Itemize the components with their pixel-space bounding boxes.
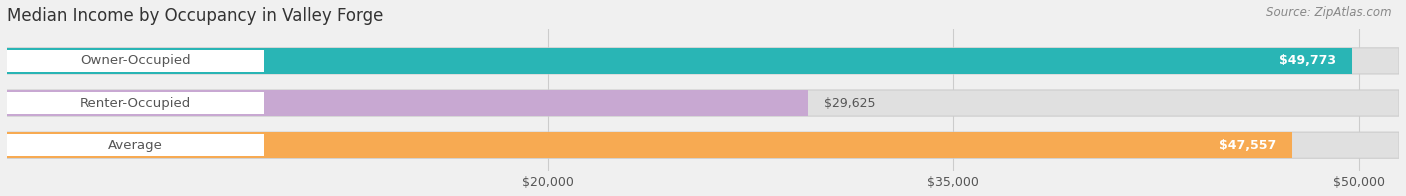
Text: Source: ZipAtlas.com: Source: ZipAtlas.com: [1267, 6, 1392, 19]
Bar: [7, 90, 807, 116]
Bar: [7, 50, 264, 72]
Text: Owner-Occupied: Owner-Occupied: [80, 54, 191, 67]
Bar: [7, 92, 264, 114]
Text: $47,557: $47,557: [1219, 139, 1277, 152]
Bar: [7, 48, 1399, 74]
Bar: [7, 134, 264, 156]
Text: Average: Average: [108, 139, 163, 152]
Text: $49,773: $49,773: [1279, 54, 1336, 67]
Text: Renter-Occupied: Renter-Occupied: [80, 97, 191, 110]
Bar: [7, 48, 1353, 74]
Bar: [7, 132, 1292, 158]
Text: Median Income by Occupancy in Valley Forge: Median Income by Occupancy in Valley For…: [7, 7, 384, 25]
Bar: [7, 90, 1399, 116]
Bar: [7, 132, 1399, 158]
Text: $29,625: $29,625: [824, 97, 876, 110]
